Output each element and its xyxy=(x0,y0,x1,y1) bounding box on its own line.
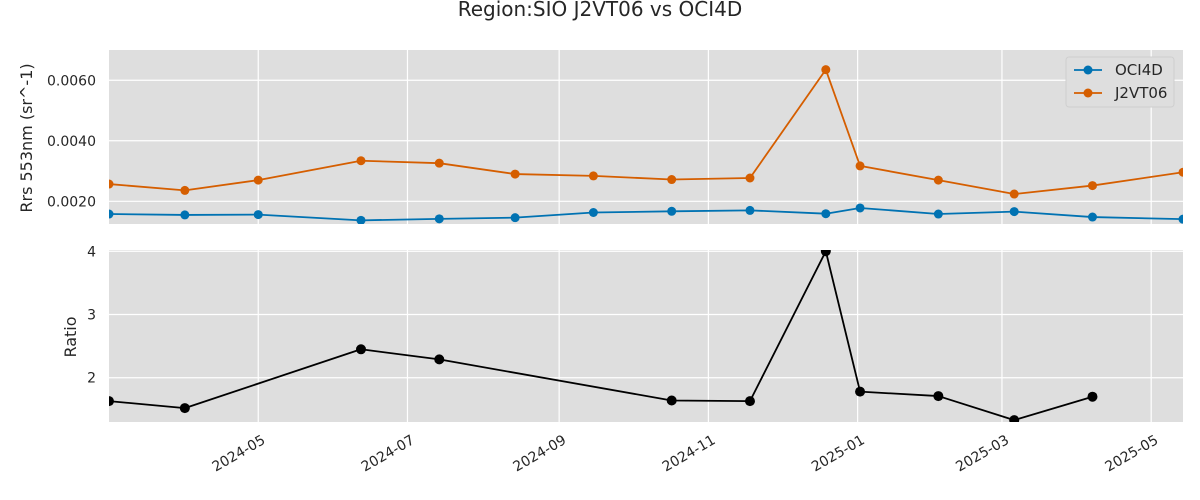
oci4d-data-point xyxy=(1087,212,1097,222)
ratio-data-point xyxy=(1087,391,1098,402)
j2vt06-data-point xyxy=(434,158,444,168)
j2vt06-data-point xyxy=(821,65,831,75)
oci4d-data-point xyxy=(821,209,831,219)
oci4d-data-point xyxy=(434,214,444,224)
ratio-data-point xyxy=(744,396,755,407)
chart-title: Region:SIO J2VT06 vs OCI4D xyxy=(458,0,743,21)
ratio-series xyxy=(109,250,1098,422)
oci4d-data-point xyxy=(667,206,677,216)
oci4d-data-point xyxy=(745,205,755,215)
x-tick-label: 2024-05 xyxy=(210,432,269,475)
ratio-data-point xyxy=(109,396,114,407)
ratio-plot-area xyxy=(109,250,1183,422)
j2vt06-data-point xyxy=(253,175,263,185)
oci4d-data-point xyxy=(855,203,865,213)
ratio-data-point xyxy=(1009,415,1020,422)
oci4d-data-point xyxy=(180,210,190,220)
ratio-grid xyxy=(109,250,1183,422)
legend: OCI4D J2VT06 xyxy=(1065,56,1175,108)
rrs-y-tick-label: 0.0040 xyxy=(47,134,96,150)
rrs-y-tick-label: 0.0020 xyxy=(47,194,96,210)
ratio-data-point xyxy=(820,250,831,257)
ratio-data-point xyxy=(933,391,944,402)
ratio-data-point xyxy=(355,344,366,355)
j2vt06-data-point xyxy=(1087,181,1097,191)
legend-label-oci4d: OCI4D xyxy=(1115,61,1163,79)
j2vt06-data-point xyxy=(933,175,943,185)
ratio-data-point xyxy=(855,386,866,397)
legend-marker-oci4d xyxy=(1083,65,1093,75)
rrs-plot-area xyxy=(109,50,1183,224)
oci4d-data-point xyxy=(510,213,520,223)
ratio-data-point xyxy=(434,354,445,365)
legend-label-j2vt06: J2VT06 xyxy=(1114,84,1167,102)
legend-marker-j2vt06 xyxy=(1083,88,1093,98)
x-ticks: 2024-05 2024-07 2024-09 2024-11 2025-01 2025-… xyxy=(210,432,1162,475)
rrs-y-axis-label: Rrs 553nm (sr^-1) xyxy=(17,63,36,212)
rrs-panel: 0.0020 0.0040 0.0060 Rrs 553nm (sr^-1) OCI… xyxy=(17,50,1183,224)
j2vt06-data-point xyxy=(356,156,366,166)
x-tick-label: 2025-01 xyxy=(809,432,868,475)
x-tick-label: 2024-09 xyxy=(510,432,569,475)
legend-item-j2vt06: J2VT06 xyxy=(1074,84,1167,102)
x-tick-label: 2025-03 xyxy=(953,432,1012,475)
ratio-y-tick-label: 4 xyxy=(87,244,96,260)
ratio-y-axis-label: Ratio xyxy=(61,316,80,357)
oci4d-data-point xyxy=(356,215,366,224)
j2vt06-data-point xyxy=(1009,189,1019,199)
ratio-panel: 2 3 4 Ratio xyxy=(61,244,1183,422)
j2vt06-data-point xyxy=(1178,167,1183,177)
oci4d-data-point xyxy=(933,209,943,219)
rrs-y-tick-label: 0.0060 xyxy=(47,73,96,89)
rrs-series xyxy=(109,65,1183,224)
j2vt06-data-point xyxy=(109,179,114,189)
j2vt06-data-point xyxy=(588,171,598,181)
ratio-y-ticks: 2 3 4 xyxy=(87,244,96,386)
j2vt06-data-point xyxy=(745,173,755,183)
oci4d-data-point xyxy=(253,210,263,220)
oci4d-data-point xyxy=(109,209,114,219)
oci4d-data-point xyxy=(588,208,598,218)
oci4d-data-point xyxy=(1009,207,1019,217)
ratio-data-point xyxy=(179,403,190,414)
oci4d-data-point xyxy=(1178,214,1183,224)
rrs-y-ticks: 0.0020 0.0040 0.0060 xyxy=(47,73,96,210)
j2vt06-data-point xyxy=(180,185,190,195)
j2vt06-data-point xyxy=(667,175,677,185)
j2vt06-data-point xyxy=(855,161,865,171)
legend-item-oci4d: OCI4D xyxy=(1074,61,1163,79)
ratio-data-point xyxy=(666,395,677,406)
x-tick-label: 2025-05 xyxy=(1103,432,1162,475)
x-tick-label: 2024-07 xyxy=(359,432,418,475)
x-tick-label: 2024-11 xyxy=(660,432,719,475)
j2vt06-data-point xyxy=(510,169,520,179)
rrs-grid xyxy=(109,50,1183,224)
ratio-y-tick-label: 3 xyxy=(87,308,96,324)
ratio-y-tick-label: 2 xyxy=(87,371,96,387)
